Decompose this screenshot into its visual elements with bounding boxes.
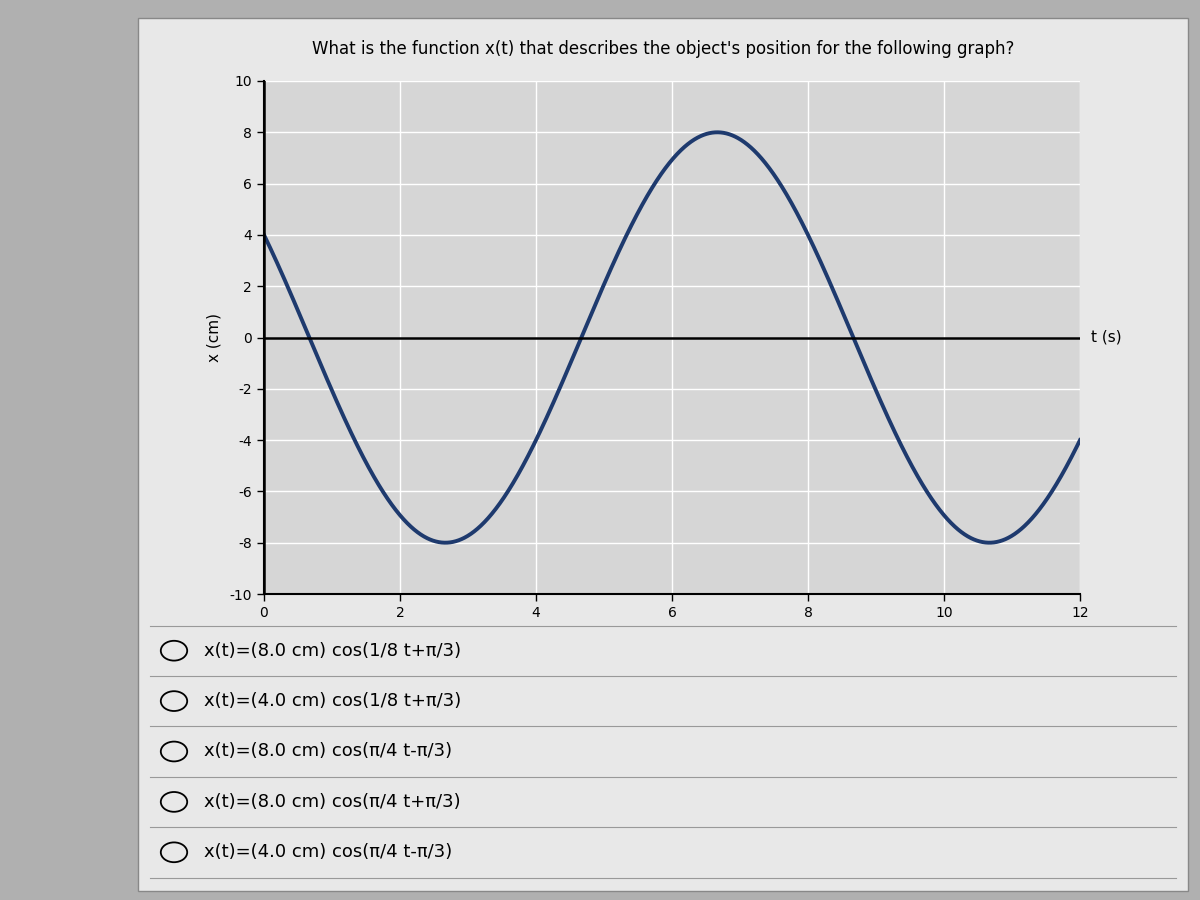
Text: x(t)=(4.0 cm) cos(1/8 t+π/3): x(t)=(4.0 cm) cos(1/8 t+π/3) xyxy=(204,692,461,710)
Y-axis label: x (cm): x (cm) xyxy=(206,313,221,362)
Text: x(t)=(8.0 cm) cos(1/8 t+π/3): x(t)=(8.0 cm) cos(1/8 t+π/3) xyxy=(204,642,461,660)
Text: x(t)=(4.0 cm) cos(π/4 t-π/3): x(t)=(4.0 cm) cos(π/4 t-π/3) xyxy=(204,843,452,861)
Text: t (s): t (s) xyxy=(1091,330,1122,345)
Text: x(t)=(8.0 cm) cos(π/4 t+π/3): x(t)=(8.0 cm) cos(π/4 t+π/3) xyxy=(204,793,461,811)
Text: x(t)=(8.0 cm) cos(π/4 t-π/3): x(t)=(8.0 cm) cos(π/4 t-π/3) xyxy=(204,742,452,760)
Text: What is the function x(t) that describes the object's position for the following: What is the function x(t) that describes… xyxy=(312,40,1014,58)
